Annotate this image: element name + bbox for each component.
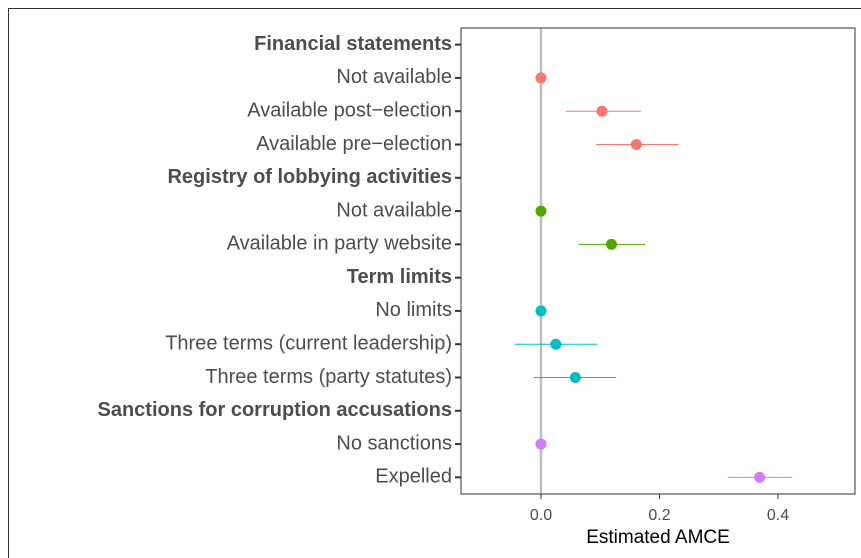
y-tick-label: Available post−election	[247, 99, 452, 121]
x-tick-label: 0.0	[530, 507, 552, 524]
group-label: Sanctions for corruption accusations	[97, 399, 452, 421]
point	[535, 205, 547, 217]
x-axis-label: Estimated AMCE	[586, 527, 730, 548]
point	[535, 438, 547, 450]
point	[605, 238, 617, 250]
point	[535, 305, 547, 317]
y-tick-label: Expelled	[375, 466, 452, 488]
y-tick-label: Available pre−election	[256, 133, 452, 155]
y-tick-label: No limits	[375, 299, 452, 321]
y-tick-label: Three terms (current leadership)	[165, 332, 452, 354]
y-tick-label: Not available	[336, 199, 452, 221]
point	[630, 139, 642, 150]
group-label: Financial statements	[254, 33, 452, 55]
group-label: Term limits	[347, 266, 452, 288]
point	[596, 105, 608, 117]
panel-border	[460, 27, 856, 495]
point	[754, 471, 766, 483]
point	[569, 372, 581, 383]
point	[535, 72, 547, 84]
group-label: Registry of lobbying activities	[167, 166, 452, 188]
y-tick-label: Three terms (party statutes)	[205, 366, 452, 388]
y-tick-label: Not available	[336, 66, 452, 88]
point	[550, 338, 562, 350]
x-tick-label: 0.4	[767, 507, 789, 524]
y-tick-label: Available in party website	[227, 233, 452, 255]
y-tick-label: No sanctions	[336, 432, 452, 454]
x-tick-label: 0.2	[648, 507, 670, 524]
